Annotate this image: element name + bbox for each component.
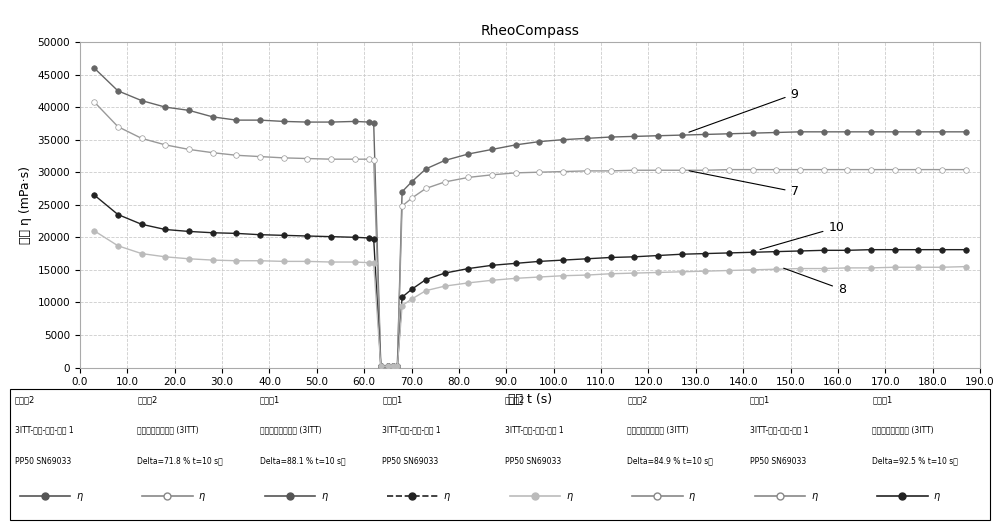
X-axis label: 时间 t (s): 时间 t (s) (508, 393, 552, 406)
Text: Delta=92.5 % t=10 s后: Delta=92.5 % t=10 s后 (872, 457, 958, 466)
Text: η: η (76, 491, 82, 501)
Text: η: η (811, 491, 817, 501)
Text: PP50 SN69033: PP50 SN69033 (750, 457, 806, 466)
Text: 3ITT-旋转-旋转-旋转 1: 3ITT-旋转-旋转-旋转 1 (382, 425, 441, 434)
Text: 对比例2: 对比例2 (15, 395, 35, 404)
Text: η: η (689, 491, 695, 501)
Text: 实施例2: 实施例2 (627, 395, 648, 404)
Title: RheoCompass: RheoCompass (481, 24, 579, 38)
Text: 实施例1: 实施例1 (750, 395, 770, 404)
Text: 8: 8 (784, 268, 846, 296)
Text: 对比例1: 对比例1 (382, 395, 403, 404)
Text: 9: 9 (689, 88, 798, 132)
Text: Delta=84.9 % t=10 s后: Delta=84.9 % t=10 s后 (627, 457, 713, 466)
Text: PP50 SN69033: PP50 SN69033 (505, 457, 561, 466)
Text: 7: 7 (689, 171, 799, 198)
Text: 10: 10 (760, 221, 844, 249)
Text: Delta=71.8 % t=10 s后: Delta=71.8 % t=10 s后 (137, 457, 223, 466)
Text: η: η (199, 491, 205, 501)
Text: 3ITT-旋转-旋转-旋转 1: 3ITT-旋转-旋转-旋转 1 (15, 425, 74, 434)
Text: 3ITT-旋转-旋转-旋转 1: 3ITT-旋转-旋转-旋转 1 (750, 425, 809, 434)
Text: 三段式触变性测试 (3ITT): 三段式触变性测试 (3ITT) (627, 425, 689, 434)
Text: PP50 SN69033: PP50 SN69033 (382, 457, 439, 466)
Text: 实施例2: 实施例2 (505, 395, 525, 404)
Text: 三段式触变性测试 (3ITT): 三段式触变性测试 (3ITT) (872, 425, 934, 434)
Text: η: η (934, 491, 940, 501)
Text: 对比例2: 对比例2 (137, 395, 158, 404)
Text: 三段式触变性测试 (3ITT): 三段式触变性测试 (3ITT) (137, 425, 199, 434)
Text: 三段式触变性测试 (3ITT): 三段式触变性测试 (3ITT) (260, 425, 322, 434)
Text: 实施例1: 实施例1 (872, 395, 893, 404)
Text: Delta=88.1 % t=10 s后: Delta=88.1 % t=10 s后 (260, 457, 346, 466)
Text: PP50 SN69033: PP50 SN69033 (15, 457, 71, 466)
Text: 3ITT-旋转-旋转-旋转 1: 3ITT-旋转-旋转-旋转 1 (505, 425, 564, 434)
Text: 对比例1: 对比例1 (260, 395, 280, 404)
Text: η: η (321, 491, 327, 501)
Y-axis label: 粘度 η (mPa·s): 粘度 η (mPa·s) (19, 166, 32, 244)
Text: η: η (566, 491, 572, 501)
Text: η: η (444, 491, 450, 501)
